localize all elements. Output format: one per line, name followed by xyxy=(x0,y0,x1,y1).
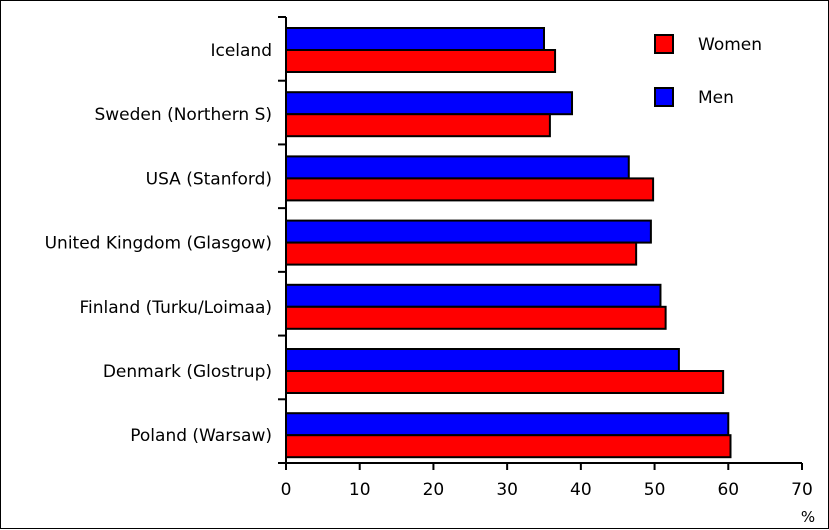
bar-men-1 xyxy=(285,91,574,116)
category-label-4: Finland (Turku/Loimaa) xyxy=(80,298,273,318)
legend-swatch-women xyxy=(654,34,674,54)
bar-women-0 xyxy=(285,49,557,73)
x-tick-label-4: 40 xyxy=(570,480,592,500)
category-label-6: Poland (Warsaw) xyxy=(130,426,272,446)
legend-label-men: Men xyxy=(698,88,734,108)
bar-women-6 xyxy=(285,434,732,459)
category-label-0: Iceland xyxy=(210,41,272,61)
bar-women-5 xyxy=(285,370,725,394)
legend-label-women: Women xyxy=(698,35,762,55)
bar-men-0 xyxy=(285,27,545,51)
category-label-2: USA (Stanford) xyxy=(146,169,272,189)
bar-men-5 xyxy=(285,348,680,372)
x-tick-label-3: 30 xyxy=(496,480,518,500)
category-label-1: Sweden (Northern S) xyxy=(94,105,272,125)
x-tick-label-2: 20 xyxy=(423,480,445,500)
bar-men-6 xyxy=(285,412,730,437)
x-tick-label-7: 70 xyxy=(791,480,813,500)
category-label-5: Denmark (Glostrup) xyxy=(103,362,272,382)
bar-men-2 xyxy=(285,155,630,180)
bar-women-4 xyxy=(285,305,667,330)
x-axis-label: % xyxy=(801,508,815,526)
bar-men-3 xyxy=(285,219,652,244)
x-tick-label-6: 60 xyxy=(717,480,739,500)
bar-women-1 xyxy=(285,113,551,138)
category-label-3: United Kingdom (Glasgow) xyxy=(45,234,272,254)
x-tick-label-1: 10 xyxy=(349,480,371,500)
legend-swatch-men xyxy=(654,87,674,107)
x-tick-label-5: 50 xyxy=(644,480,666,500)
bar-men-4 xyxy=(285,283,662,308)
bar-women-3 xyxy=(285,241,638,266)
bar-women-2 xyxy=(285,177,655,202)
x-tick-label-0: 0 xyxy=(281,480,292,500)
